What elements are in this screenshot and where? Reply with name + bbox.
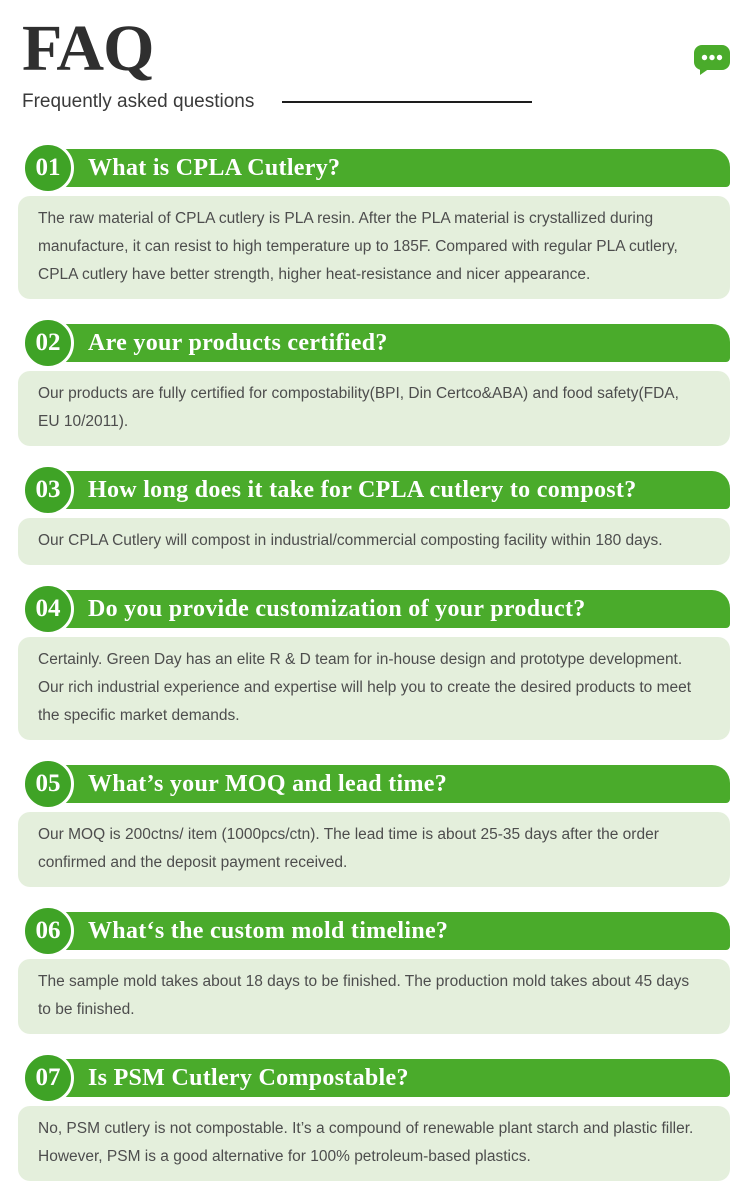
faq-item-7: 07 Is PSM Cutlery Compostable? No, PSM c… [18,1052,730,1181]
faq-question-bar: 06 What‘s the custom mold timeline? [22,905,730,957]
faq-question-title: What’s your MOQ and lead time? [88,770,448,797]
faq-number-badge: 07 [22,1052,74,1104]
faq-question-title: Is PSM Cutlery Compostable? [88,1064,409,1091]
faq-question-title: What‘s the custom mold timeline? [88,917,449,944]
faq-number-badge: 03 [22,464,74,516]
faq-number: 06 [35,917,61,944]
faq-answer-box: The raw material of CPLA cutlery is PLA … [18,196,730,299]
faq-number-badge: 04 [22,583,74,635]
faq-answer-box: The sample mold takes about 18 days to b… [18,959,730,1034]
subtitle-divider [282,101,533,103]
faq-question-bar: 07 Is PSM Cutlery Compostable? [22,1052,730,1104]
page-header: FAQ Frequently asked questions [0,0,750,113]
chat-bubble-icon[interactable] [693,44,731,76]
faq-answer-box: Our MOQ is 200ctns/ item (1000pcs/ctn). … [18,812,730,887]
faq-answer-text: The sample mold takes about 18 days to b… [38,973,690,1018]
faq-list: 01 What is CPLA Cutlery? The raw materia… [0,142,750,1181]
faq-question-title: Are your products certified? [88,329,388,356]
faq-answer-text: Our MOQ is 200ctns/ item (1000pcs/ctn). … [38,826,659,871]
faq-question-bar: 01 What is CPLA Cutlery? [22,142,730,194]
faq-item-6: 06 What‘s the custom mold timeline? The … [18,905,730,1034]
page-subtitle: Frequently asked questions [22,91,255,112]
faq-number: 01 [35,154,61,181]
faq-question-title: What is CPLA Cutlery? [88,154,341,181]
faq-item-5: 05 What’s your MOQ and lead time? Our MO… [18,758,730,887]
faq-answer-text: No, PSM cutlery is not compostable. It’s… [38,1120,694,1165]
faq-answer-box: Our products are fully certified for com… [18,371,730,446]
faq-number: 04 [35,595,61,622]
faq-number: 03 [35,476,61,503]
subtitle-row: Frequently asked questions [22,91,750,113]
faq-answer-text: The raw material of CPLA cutlery is PLA … [38,210,678,283]
faq-number: 07 [35,1064,61,1091]
faq-number: 02 [35,329,61,356]
faq-item-3: 03 How long does it take for CPLA cutler… [18,464,730,565]
faq-question-bar: 04 Do you provide customization of your … [22,583,730,635]
faq-answer-box: Certainly. Green Day has an elite R & D … [18,637,730,740]
faq-answer-text: Our products are fully certified for com… [38,385,679,430]
faq-question-title: How long does it take for CPLA cutlery t… [88,476,637,503]
faq-item-2: 02 Are your products certified? Our prod… [18,317,730,446]
faq-number-badge: 05 [22,758,74,810]
faq-answer-box: No, PSM cutlery is not compostable. It’s… [18,1106,730,1181]
faq-number-badge: 02 [22,317,74,369]
faq-number: 05 [35,770,61,797]
faq-answer-text: Certainly. Green Day has an elite R & D … [38,651,692,724]
faq-question-title: Do you provide customization of your pro… [88,595,586,622]
faq-answer-text: Our CPLA Cutlery will compost in industr… [38,532,663,549]
page-title: FAQ [22,12,154,85]
faq-question-bar: 05 What’s your MOQ and lead time? [22,758,730,810]
faq-item-1: 01 What is CPLA Cutlery? The raw materia… [18,142,730,299]
faq-number-badge: 01 [22,142,74,194]
faq-number-badge: 06 [22,905,74,957]
faq-item-4: 04 Do you provide customization of your … [18,583,730,740]
faq-question-bar: 02 Are your products certified? [22,317,730,369]
faq-answer-box: Our CPLA Cutlery will compost in industr… [18,518,730,565]
faq-question-bar: 03 How long does it take for CPLA cutler… [22,464,730,516]
